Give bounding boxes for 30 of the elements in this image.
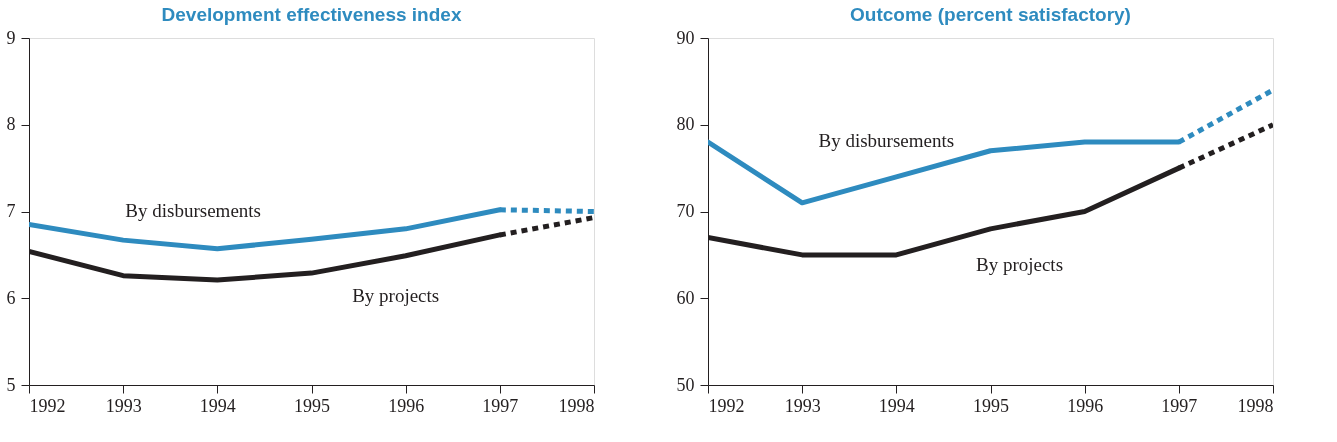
x-tick-label: 1994 — [199, 395, 236, 416]
y-tick-label: 9 — [6, 27, 16, 48]
series-label: By projects — [975, 253, 1064, 275]
y-tick-label: 60 — [676, 287, 695, 308]
x-tick-label: 1998 — [558, 395, 595, 416]
x-tick-label: 1993 — [784, 395, 821, 416]
y-tick-label: 90 — [676, 27, 695, 48]
x-tick-label: 1996 — [1067, 395, 1104, 416]
x-tick-label: 1998 — [1237, 395, 1274, 416]
chart-title: Outcome (percent satisfactory) — [850, 4, 1131, 25]
y-tick-label: 70 — [676, 201, 695, 221]
x-tick-label: 1995 — [294, 395, 330, 416]
y-tick-label: 8 — [6, 114, 16, 135]
x-tick-label: 1997 — [482, 395, 519, 416]
x-tick-label: 1994 — [878, 395, 915, 416]
x-tick-label: 1992 — [708, 395, 745, 416]
x-tick-label: 1993 — [105, 395, 142, 416]
x-tick-label: 1995 — [973, 395, 1009, 416]
x-tick-label: 1996 — [388, 395, 425, 416]
y-tick-label: 50 — [676, 374, 695, 395]
series-label: By disbursements — [125, 200, 261, 222]
y-tick-label: 80 — [676, 114, 695, 135]
y-tick-label: 6 — [6, 287, 16, 308]
y-tick-label: 5 — [6, 374, 16, 395]
x-tick-label: 1992 — [29, 395, 66, 416]
series-label: By disbursements — [818, 129, 955, 151]
y-tick-label: 7 — [6, 201, 16, 221]
series-label: By projects — [352, 284, 440, 306]
x-tick-label: 1997 — [1161, 395, 1198, 416]
chart-title: Development effectiveness index — [161, 4, 462, 25]
